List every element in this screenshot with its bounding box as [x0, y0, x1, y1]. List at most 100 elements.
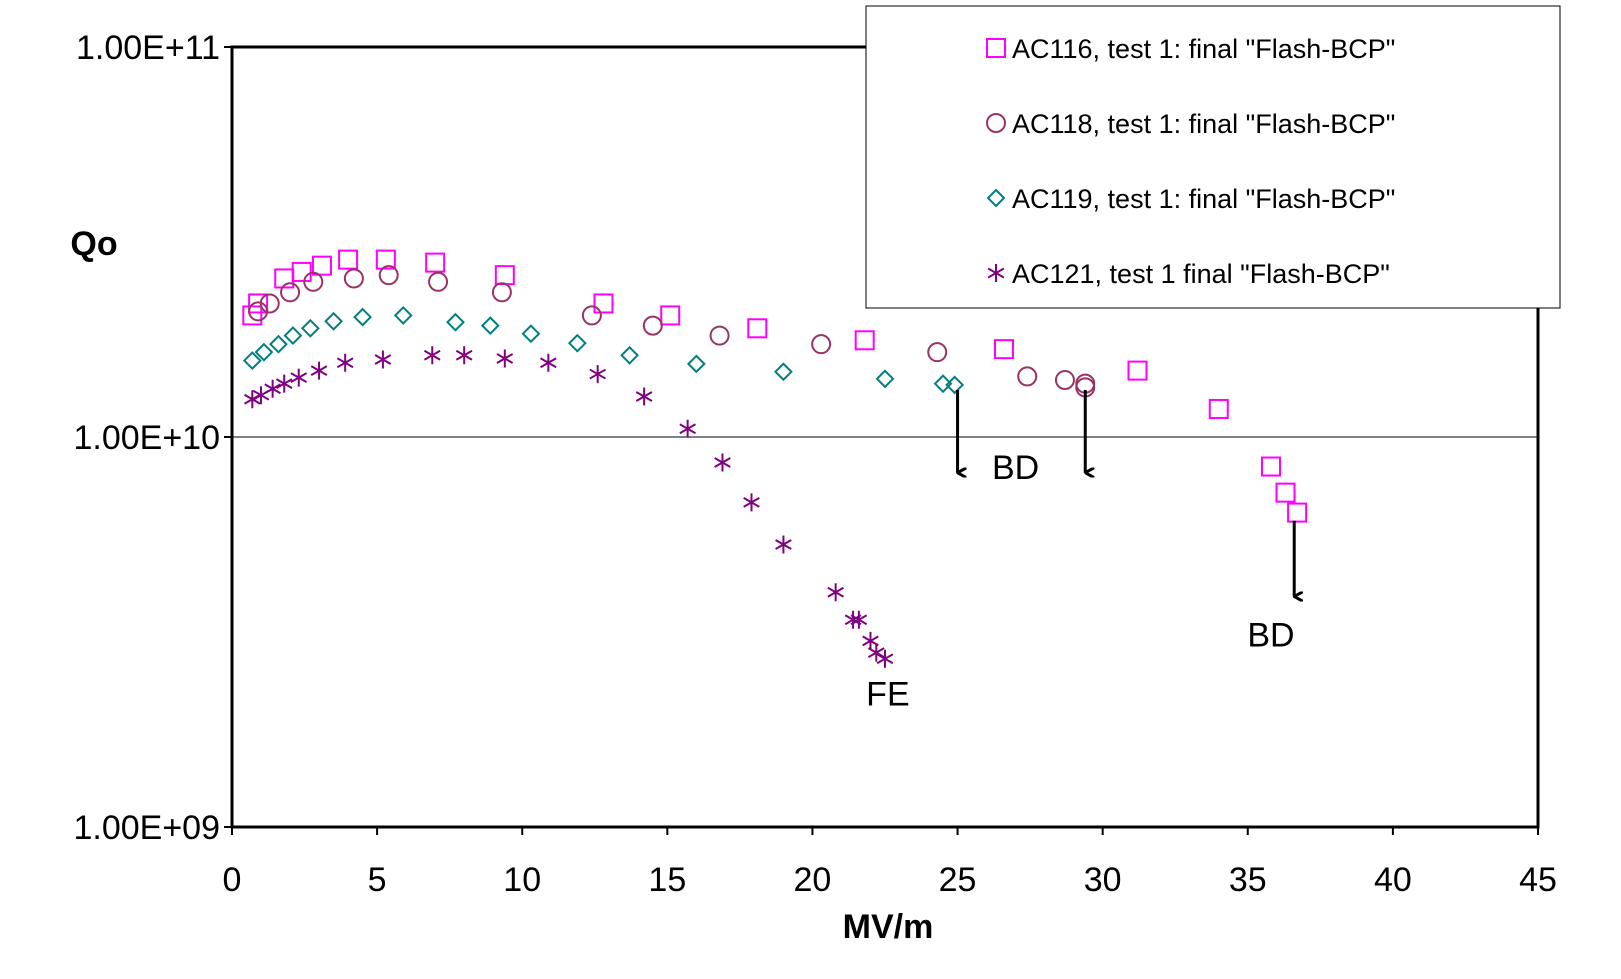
- data-point: [620, 345, 640, 365]
- y-tick-label: 1.00E+11: [76, 29, 220, 67]
- data-point: [589, 365, 607, 384]
- legend-label: AC121, test 1 final "Flash-BCP": [1012, 259, 1390, 289]
- x-tick-label: 45: [1519, 861, 1557, 899]
- data-point: [338, 249, 359, 270]
- data-point: [1208, 398, 1229, 419]
- data-point: [540, 353, 557, 372]
- data-point: [496, 349, 514, 368]
- data-point: [300, 318, 320, 338]
- data-point: [275, 374, 293, 393]
- data-point: [423, 346, 441, 365]
- data-point: [875, 369, 895, 389]
- legend-label: AC118, test 1: final "Flash-BCP": [1012, 109, 1395, 139]
- legend-label: AC116, test 1: final "Flash-BCP": [1012, 34, 1395, 64]
- data-point: [521, 324, 541, 344]
- data-point: [291, 261, 312, 282]
- data-point: [679, 419, 696, 438]
- data-point: [254, 342, 274, 362]
- data-point: [747, 318, 768, 339]
- annotation-label: BD: [1247, 617, 1294, 655]
- data-point: [259, 293, 280, 314]
- data-point: [353, 307, 373, 327]
- data-point: [269, 334, 288, 354]
- data-point: [303, 271, 324, 292]
- data-point: [660, 305, 681, 326]
- data-point: [714, 453, 731, 472]
- data-point: [581, 305, 602, 326]
- data-point: [876, 649, 894, 668]
- x-tick-label: 30: [1084, 861, 1122, 899]
- data-point: [336, 353, 354, 372]
- data-point: [248, 293, 269, 314]
- x-tick-label: 40: [1374, 861, 1412, 899]
- data-point: [775, 535, 792, 554]
- y-tick-label: 1.00E+10: [73, 419, 220, 457]
- data-point: [446, 312, 465, 332]
- data-point: [642, 315, 663, 336]
- data-point: [686, 354, 706, 374]
- x-tick-label: 15: [648, 861, 686, 899]
- x-axis-title: MV/m: [843, 908, 934, 946]
- data-point: [1260, 456, 1281, 477]
- data-point: [743, 493, 760, 512]
- x-tick-label: 35: [1229, 861, 1267, 899]
- data-point: [455, 346, 473, 365]
- x-tick-label: 20: [794, 861, 832, 899]
- x-tick-label: 25: [939, 861, 977, 899]
- legend-marker: [986, 38, 1006, 58]
- series-4: [243, 346, 894, 668]
- series-3: [242, 306, 965, 395]
- data-point: [290, 368, 308, 387]
- data-point: [933, 374, 953, 394]
- data-point: [491, 282, 512, 303]
- legend-marker: [987, 264, 1005, 282]
- data-point: [480, 316, 500, 336]
- data-point: [811, 334, 832, 355]
- data-point: [1127, 360, 1148, 381]
- data-point: [593, 293, 614, 314]
- data-point: [993, 339, 1014, 360]
- legend-label: AC119, test 1: final "Flash-BCP": [1012, 184, 1395, 214]
- data-point: [324, 311, 343, 331]
- data-point: [774, 362, 793, 382]
- data-point: [374, 350, 392, 369]
- data-point: [311, 255, 332, 276]
- y-axis-title: Qo: [70, 225, 117, 263]
- data-point: [494, 265, 515, 286]
- data-point: [428, 271, 449, 292]
- data-point: [635, 387, 653, 406]
- legend-marker: [986, 113, 1006, 133]
- data-point: [378, 265, 399, 286]
- data-point: [709, 325, 730, 346]
- data-point: [242, 305, 263, 326]
- data-point: [1275, 482, 1296, 503]
- data-point: [945, 375, 965, 395]
- legend: AC116, test 1: final "Flash-BCP" AC118, t…: [865, 5, 1561, 309]
- legend-box: [865, 5, 1561, 309]
- data-point: [242, 351, 262, 371]
- data-point: [850, 610, 868, 629]
- data-point: [310, 361, 328, 380]
- data-point: [264, 379, 281, 398]
- data-point: [375, 249, 396, 270]
- data-point: [827, 583, 844, 602]
- data-point: [927, 342, 948, 363]
- x-tick-label: 10: [503, 861, 541, 899]
- data-point: [425, 252, 446, 273]
- legend-marker: [986, 188, 1006, 208]
- y-tick-label: 1.00E+09: [73, 809, 220, 847]
- data-point: [1017, 366, 1038, 387]
- data-point: [1054, 370, 1075, 391]
- data-point: [1287, 502, 1308, 523]
- x-tick-label: 5: [368, 861, 387, 899]
- annotation-label: BD: [992, 449, 1039, 487]
- data-point: [393, 306, 413, 325]
- series-2: [248, 265, 1096, 398]
- data-point: [283, 326, 303, 345]
- data-point: [567, 333, 587, 353]
- data-point: [343, 268, 364, 289]
- data-point: [280, 282, 301, 303]
- data-point: [867, 643, 885, 662]
